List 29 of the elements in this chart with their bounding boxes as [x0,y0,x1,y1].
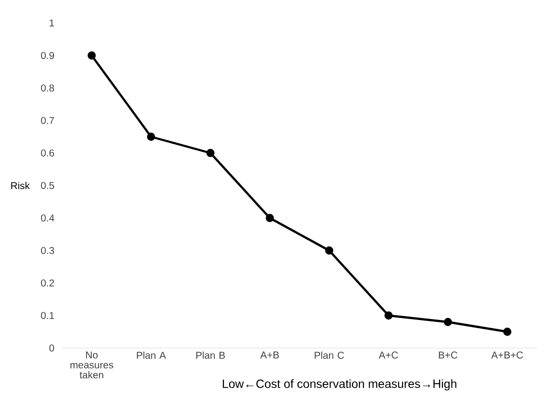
point [206,148,215,158]
point [503,328,512,336]
y-tick-label: 0.3 [41,246,54,254]
x-tick-label: A+C [378,352,398,359]
point [325,246,334,255]
y-tick-label: 0.4 [41,214,54,222]
x-tick-label: B+C [438,352,458,359]
y-axis-title: Risk [11,182,30,190]
y-tick-label: 0.7 [41,116,54,124]
x-tick-label: A+B+C [491,352,523,359]
y-tick-label: 0.1 [41,312,54,320]
x-tick-label: Plan B [196,352,225,359]
y-tick-label: 0.6 [41,149,54,157]
point [88,51,96,60]
y-tick-label: 0 [49,344,54,352]
y-tick-label: 0.8 [41,84,54,92]
point [146,132,156,141]
y-tick-label: 1 [50,20,54,26]
y-tick-label: 0.5 [41,182,54,190]
x-tick-label: A+B [260,352,279,358]
x-axis-title: Low←Cost of conservation measures→High [222,379,456,390]
x-tick-label: No measures taken [70,352,114,378]
point [384,311,393,320]
y-tick-label: 0.2 [41,279,54,287]
y-tick-label: 0.9 [41,52,54,60]
x-tick-label: Plan C [314,352,344,359]
point [444,318,452,326]
point [266,214,274,222]
x-tick-label: Plan A [136,352,166,359]
